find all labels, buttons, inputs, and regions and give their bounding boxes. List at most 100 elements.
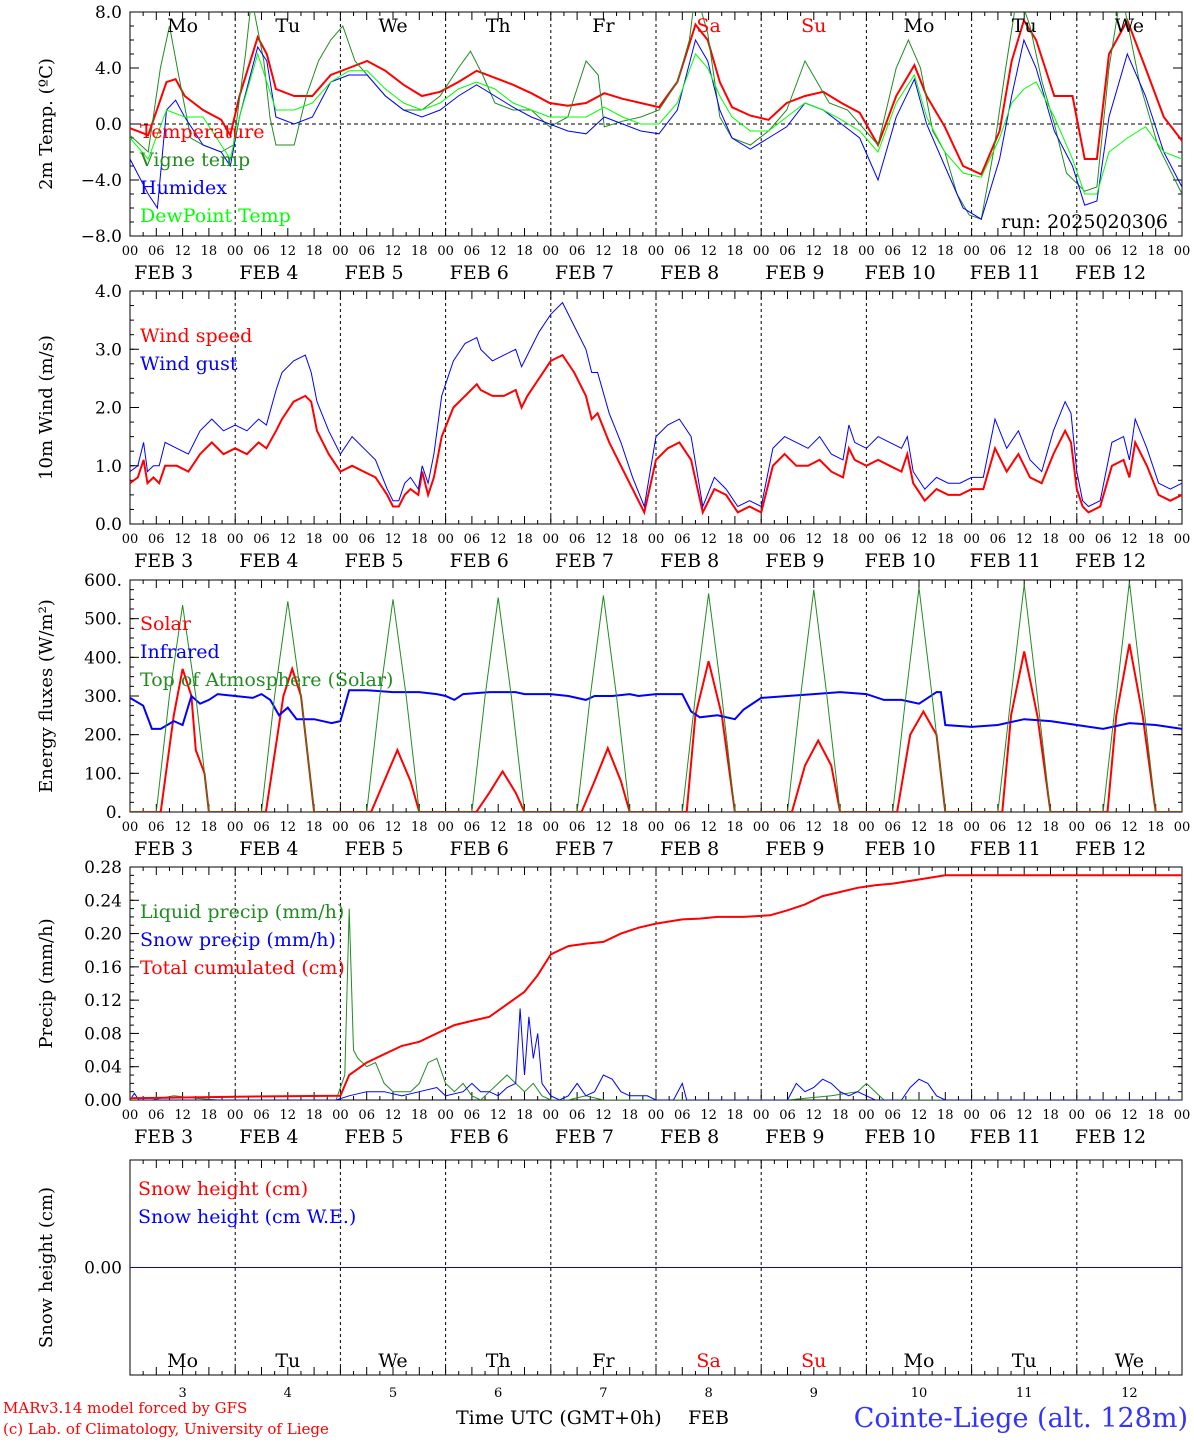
date-label: FEB 5 — [344, 1126, 403, 1148]
hour-tick-label: 06 — [464, 1108, 481, 1123]
hour-tick-label: 06 — [1095, 532, 1112, 547]
hour-tick-label: 18 — [306, 1108, 323, 1123]
hour-tick-label: 06 — [148, 244, 165, 259]
hour-tick-label: 12 — [1016, 1108, 1033, 1123]
hour-tick-label: 06 — [990, 1108, 1007, 1123]
y-tick-label: 400. — [84, 648, 122, 668]
hour-tick-label: 18 — [516, 1108, 533, 1123]
hour-tick-label: 06 — [779, 820, 796, 835]
date-label: FEB 3 — [134, 550, 193, 572]
day-number-label: 4 — [284, 1386, 292, 1401]
hour-tick-label: 12 — [1016, 532, 1033, 547]
hour-tick-label: 00 — [858, 244, 875, 259]
weekday-label: Tu — [1012, 1350, 1037, 1372]
day-number-label: 5 — [389, 1386, 397, 1401]
hour-tick-label: 12 — [280, 1108, 297, 1123]
hour-tick-label: 00 — [227, 532, 244, 547]
hour-tick-label: 18 — [1147, 1108, 1164, 1123]
hour-tick-label: 12 — [700, 244, 717, 259]
date-label: FEB 5 — [344, 838, 403, 860]
y-tick-label: 0.12 — [84, 991, 122, 1011]
hour-tick-label: 06 — [1095, 820, 1112, 835]
weekday-label: Sa — [696, 15, 720, 37]
y-tick-label: 2.0 — [95, 399, 122, 419]
date-label: FEB 11 — [970, 838, 1041, 860]
hour-tick-label: 06 — [1095, 1108, 1112, 1123]
hour-tick-label: 00 — [858, 820, 875, 835]
y-axis-label: Snow height (cm) — [36, 1187, 57, 1348]
series-energy-2 — [130, 581, 1182, 812]
hour-tick-label: 00 — [753, 244, 770, 259]
run-annotation: run: 2025020306 — [1001, 211, 1168, 233]
hour-tick-label: 00 — [858, 1108, 875, 1123]
y-tick-label: −4.0 — [81, 171, 122, 191]
y-tick-label: 0.0 — [95, 115, 122, 135]
date-label: FEB 10 — [864, 550, 935, 572]
hour-tick-label: 06 — [358, 1108, 375, 1123]
hour-tick-label: 18 — [1042, 1108, 1059, 1123]
legend-entry: Temperature — [140, 121, 264, 143]
hour-tick-label: 00 — [332, 820, 349, 835]
hour-tick-label: 12 — [1121, 820, 1138, 835]
hour-tick-label: 12 — [490, 1108, 507, 1123]
y-axis-label: 2m Temp. (ºC) — [36, 58, 57, 190]
date-label: FEB 8 — [660, 262, 719, 284]
y-tick-label: 4.0 — [95, 59, 122, 79]
weekday-label: Mo — [904, 1350, 935, 1372]
date-label: FEB 6 — [450, 1126, 509, 1148]
hour-tick-label: 12 — [911, 244, 928, 259]
date-label: FEB 5 — [344, 550, 403, 572]
day-number-label: 7 — [599, 1386, 607, 1401]
hour-tick-label: 18 — [201, 532, 218, 547]
hour-tick-label: 06 — [884, 820, 901, 835]
hour-tick-label: 00 — [437, 244, 454, 259]
hour-tick-label: 00 — [1069, 820, 1086, 835]
hour-tick-label: 18 — [411, 244, 428, 259]
hour-tick-label: 00 — [227, 244, 244, 259]
weekday-label: Mo — [167, 15, 198, 37]
legend-entry: Wind gust — [140, 353, 238, 375]
hour-tick-label: 18 — [201, 244, 218, 259]
hour-tick-label: 06 — [253, 820, 270, 835]
hour-tick-label: 12 — [911, 1108, 928, 1123]
date-label: FEB 7 — [555, 550, 614, 572]
hour-tick-label: 00 — [963, 532, 980, 547]
hour-tick-label: 00 — [122, 532, 139, 547]
hour-tick-label: 12 — [1121, 244, 1138, 259]
hour-tick-label: 12 — [280, 820, 297, 835]
hour-tick-label: 18 — [1042, 820, 1059, 835]
hour-tick-label: 12 — [174, 820, 191, 835]
weekday-label: Su — [801, 1350, 826, 1372]
hour-tick-label: 12 — [806, 532, 823, 547]
hour-tick-label: 00 — [648, 1108, 665, 1123]
hour-tick-label: 00 — [122, 820, 139, 835]
hour-tick-label: 18 — [832, 820, 849, 835]
y-axis-label: Precip (mm/h) — [36, 918, 57, 1048]
date-label: FEB 10 — [864, 838, 935, 860]
series-precip-1 — [130, 1008, 1182, 1100]
hour-tick-label: 00 — [122, 1108, 139, 1123]
hour-tick-label: 12 — [911, 532, 928, 547]
y-tick-label: 100. — [84, 764, 122, 784]
hour-tick-label: 00 — [332, 532, 349, 547]
hour-tick-label: 12 — [385, 532, 402, 547]
day-number-label: 12 — [1121, 1386, 1138, 1401]
hour-tick-label: 12 — [280, 532, 297, 547]
legend-entry: Wind speed — [140, 325, 252, 347]
y-tick-label: 0.16 — [84, 958, 122, 978]
hour-tick-label: 06 — [464, 532, 481, 547]
y-tick-label: 0.20 — [84, 925, 122, 945]
hour-tick-label: 12 — [1121, 1108, 1138, 1123]
hour-tick-label: 00 — [963, 820, 980, 835]
y-tick-label: −8.0 — [81, 227, 122, 247]
hour-tick-label: 18 — [621, 244, 638, 259]
hour-tick-label: 06 — [569, 244, 586, 259]
hour-tick-label: 12 — [595, 1108, 612, 1123]
hour-tick-label: 18 — [727, 532, 744, 547]
hour-tick-label: 06 — [148, 1108, 165, 1123]
date-label: FEB 8 — [660, 838, 719, 860]
hour-tick-label: 18 — [727, 1108, 744, 1123]
hour-tick-label: 06 — [464, 820, 481, 835]
hour-tick-label: 12 — [595, 244, 612, 259]
hour-tick-label: 12 — [806, 244, 823, 259]
